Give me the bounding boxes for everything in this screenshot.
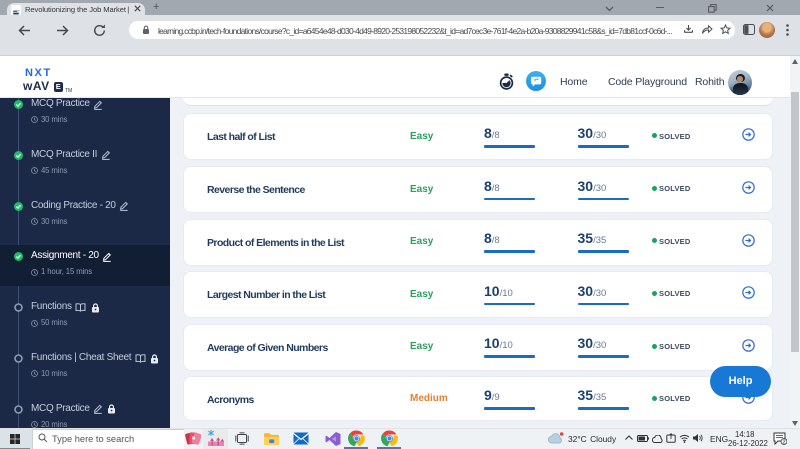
svg-text:2: 2 [782, 439, 785, 445]
